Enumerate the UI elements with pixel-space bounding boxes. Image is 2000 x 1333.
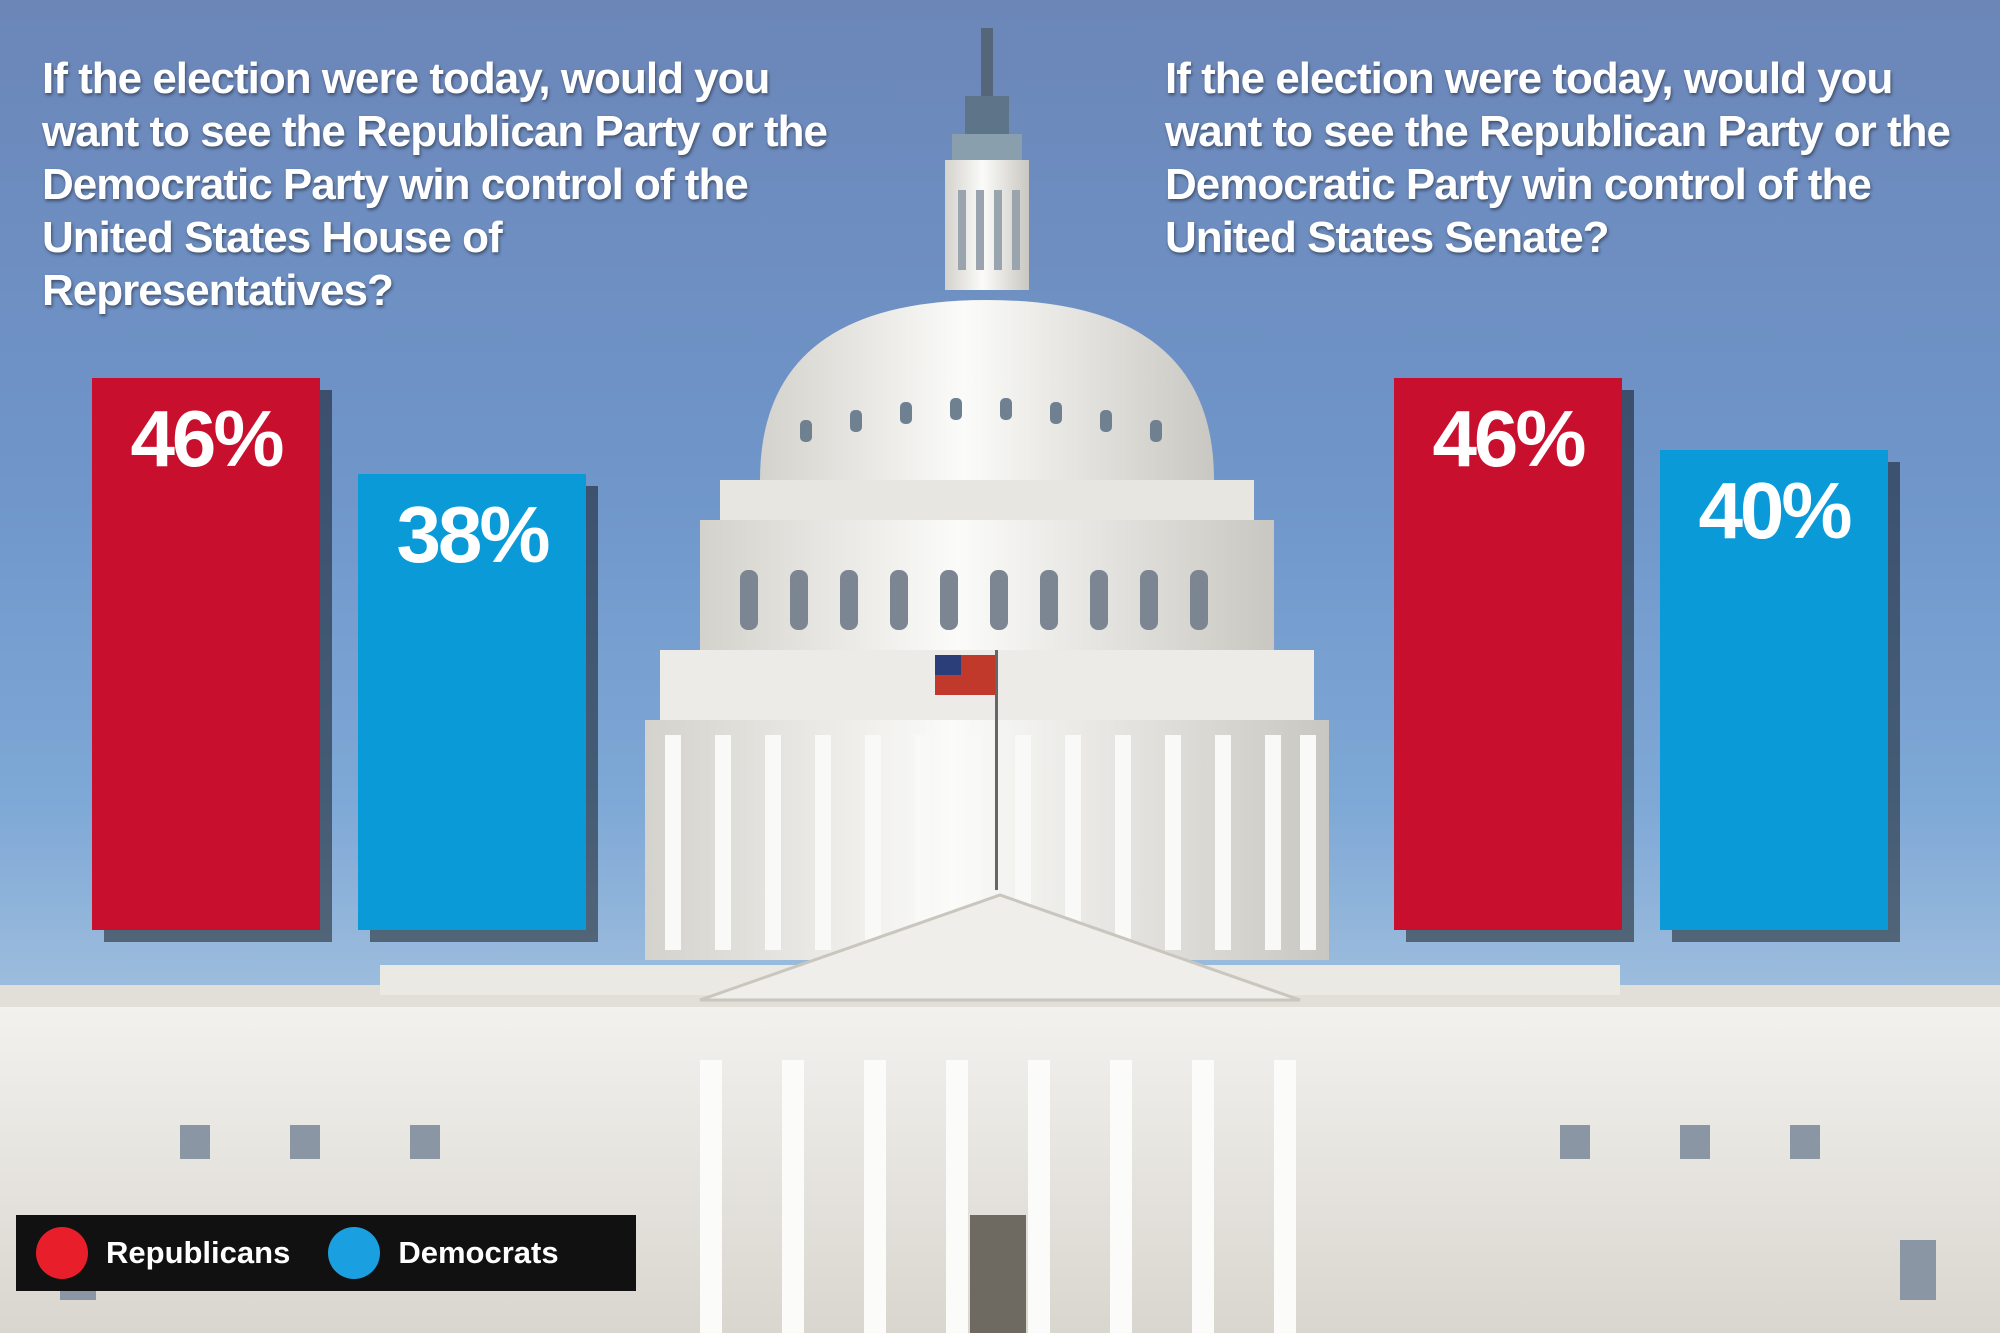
senate-question-title: If the election were today, would you wa…: [1165, 54, 1951, 262]
legend: Republicans Democrats: [16, 1215, 636, 1291]
senate-data-label-democrats: 40%: [1698, 466, 1851, 555]
house-data-label-democrats: 38%: [396, 490, 549, 579]
legend-item-republicans: Republicans: [36, 1227, 290, 1279]
democrats-color-dot: [328, 1227, 381, 1279]
house-question-title: If the election were today, would you wa…: [42, 54, 828, 315]
house-bar-democrats: [358, 474, 586, 930]
legend-label-republicans: Republicans: [106, 1235, 291, 1270]
senate-bar-democrats: [1660, 450, 1888, 930]
republicans-color-dot: [36, 1227, 88, 1279]
house-bar-republicans: [92, 378, 320, 930]
legend-label-democrats: Democrats: [398, 1235, 559, 1270]
house-data-label-republicans: 46%: [130, 394, 283, 483]
senate-bar-republicans: [1394, 378, 1622, 930]
legend-item-democrats: Democrats: [328, 1227, 559, 1279]
senate-data-label-republicans: 46%: [1432, 394, 1585, 483]
